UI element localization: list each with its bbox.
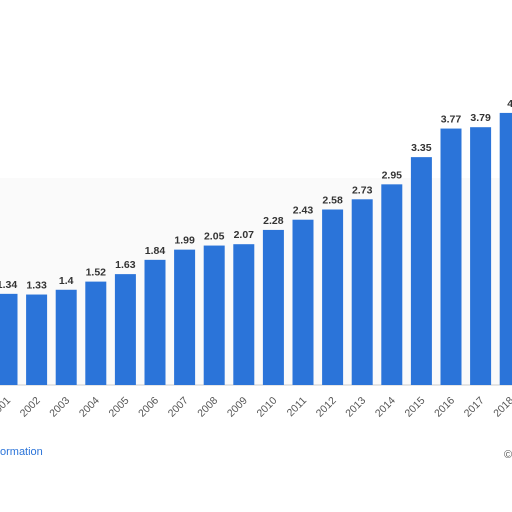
x-tick-label: 2011 bbox=[285, 395, 310, 420]
x-tick-label: 2003 bbox=[47, 395, 72, 420]
bar bbox=[174, 249, 196, 385]
bar bbox=[114, 274, 136, 385]
bar bbox=[0, 293, 18, 385]
bar bbox=[85, 281, 107, 385]
value-label: 2.73 bbox=[352, 184, 373, 196]
value-label: 3.79 bbox=[470, 112, 491, 124]
value-label: 4 bbox=[507, 98, 512, 110]
bar bbox=[381, 184, 403, 385]
value-label: 3.35 bbox=[411, 142, 432, 154]
value-label: 1.4 bbox=[59, 275, 74, 287]
x-tick-label: 2014 bbox=[373, 395, 398, 420]
bar bbox=[470, 127, 492, 385]
bar bbox=[410, 157, 432, 385]
value-label: 2.43 bbox=[293, 205, 314, 217]
x-tick-label: 2018 bbox=[491, 395, 512, 420]
bar bbox=[26, 294, 48, 385]
x-tick-label: 2015 bbox=[403, 395, 428, 420]
value-label: 2.58 bbox=[322, 195, 343, 207]
value-label: 1.52 bbox=[86, 267, 107, 279]
value-label: 2.28 bbox=[263, 215, 284, 227]
value-label: 3.77 bbox=[441, 114, 462, 126]
bar bbox=[144, 259, 166, 385]
bar bbox=[55, 289, 77, 385]
x-tick-label: 2016 bbox=[432, 395, 457, 420]
value-label: 2.05 bbox=[204, 231, 225, 243]
bar bbox=[440, 128, 462, 386]
x-tick-label: 2006 bbox=[136, 395, 161, 420]
x-tick-label: 2007 bbox=[166, 395, 191, 420]
plot-background bbox=[0, 178, 512, 385]
value-label: 1.99 bbox=[174, 235, 195, 247]
x-tick-label: 2009 bbox=[225, 395, 250, 420]
value-label: 2.95 bbox=[382, 169, 403, 181]
bar bbox=[292, 219, 314, 385]
x-tick-label: 2001 bbox=[0, 395, 13, 420]
x-tick-label: 2002 bbox=[18, 395, 43, 420]
value-label: 1.63 bbox=[115, 259, 136, 271]
bar bbox=[351, 199, 373, 385]
x-tick-label: 2005 bbox=[107, 395, 132, 420]
x-tick-label: 2010 bbox=[255, 395, 280, 420]
x-tick-label: 2017 bbox=[462, 395, 487, 420]
value-label: 1.33 bbox=[26, 280, 47, 292]
x-tick-label: 2008 bbox=[195, 395, 220, 420]
x-tick-label: 2012 bbox=[314, 395, 339, 420]
x-tick-label: 2013 bbox=[343, 395, 368, 420]
value-label: 2.07 bbox=[234, 229, 255, 241]
value-label: 1.34 bbox=[0, 279, 17, 291]
bar bbox=[203, 245, 225, 385]
bar bbox=[499, 112, 512, 385]
x-tick-label: 2004 bbox=[77, 395, 102, 420]
value-label: 1.84 bbox=[145, 245, 166, 257]
info-link[interactable]: ormation bbox=[0, 446, 43, 458]
bar bbox=[322, 209, 344, 385]
bar bbox=[233, 244, 255, 385]
bar bbox=[262, 229, 284, 385]
copyright: © bbox=[504, 449, 512, 461]
